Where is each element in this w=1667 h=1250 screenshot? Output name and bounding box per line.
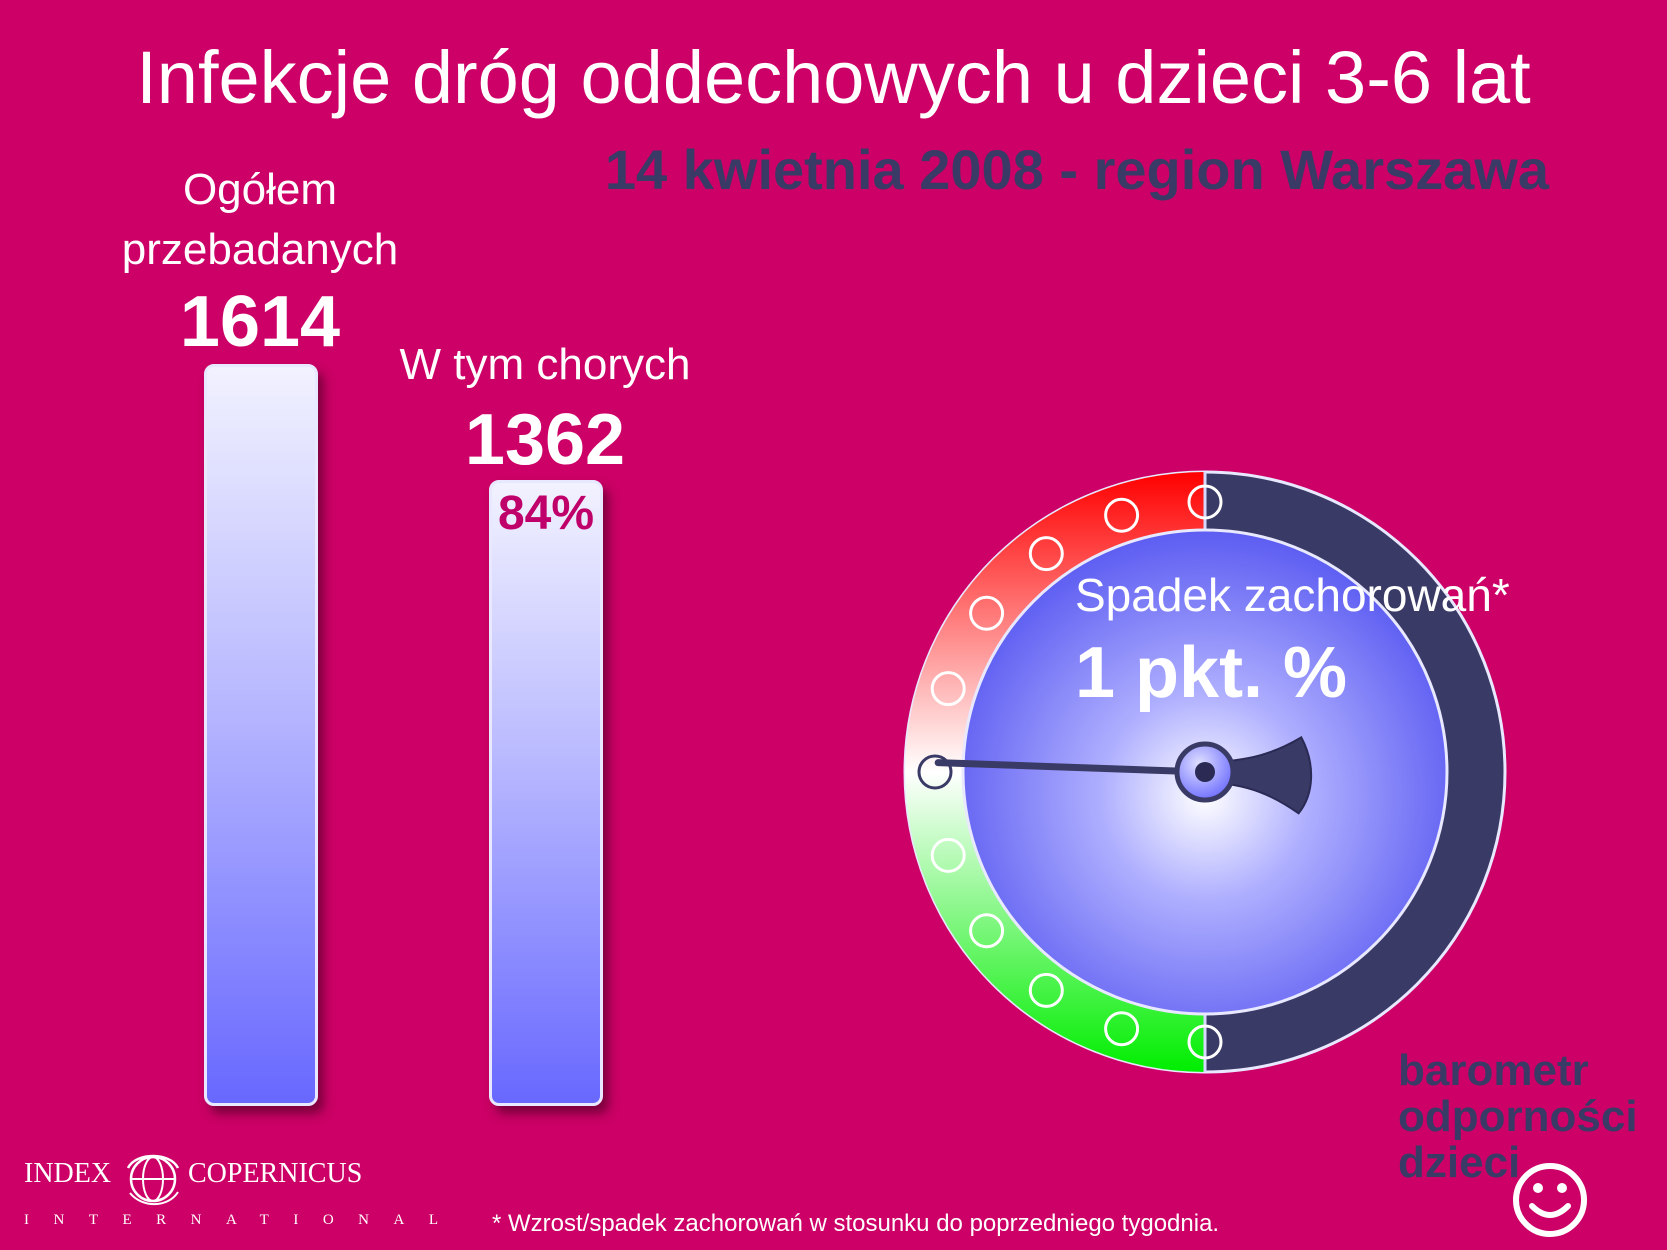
gauge-tick: [1104, 1011, 1140, 1047]
gauge-ticks: [917, 484, 1223, 1060]
gauge-tick: [1028, 536, 1064, 572]
category-label-sick: W tym chorych: [399, 340, 691, 389]
smiley-icon: [1513, 1163, 1587, 1237]
category-label-total: Ogółem przebadanych: [60, 160, 460, 280]
gauge-label: Spadek zachorowań*: [1075, 569, 1510, 621]
barometer-gauge: [903, 470, 1507, 1074]
needle-shaft: [934, 759, 1209, 776]
gauge-hub-center: [1195, 762, 1215, 782]
category-label-line: Ogółem: [182, 165, 338, 214]
gauge-tick: [1104, 497, 1140, 533]
needle-tail: [1203, 735, 1313, 815]
gauge-tick: [1028, 972, 1064, 1008]
gauge-tick: [969, 595, 1005, 631]
data-label-sick: 1362: [464, 400, 626, 480]
globe-icon: [126, 1154, 180, 1206]
logo-text-index: INDEX: [24, 1158, 112, 1189]
brand-line: odporności: [1398, 1092, 1638, 1141]
bar-total: [204, 364, 318, 1106]
percent-label: 84%: [497, 487, 595, 540]
gauge-tick: [930, 671, 966, 707]
bar-sick: [489, 480, 603, 1106]
logo-text-copernicus: COPERNICUS: [188, 1158, 363, 1189]
data-label-total: 1614: [179, 282, 341, 362]
chart-subtitle: 14 kwietnia 2008 - region Warszawa: [604, 138, 1549, 201]
gauge-tick: [917, 754, 953, 790]
gauge-tick: [1187, 484, 1223, 520]
logo-text-international: INTERNATIONAL: [24, 1212, 463, 1228]
gauge-needle: [934, 735, 1313, 815]
brand-line: barometr: [1398, 1046, 1589, 1095]
chart-title: Infekcje dróg oddechowych u dzieci 3-6 l…: [136, 36, 1531, 119]
gauge-value: 1 pkt. %: [1075, 633, 1348, 713]
gauge-tick: [930, 837, 966, 873]
brand-line: dzieci: [1398, 1138, 1521, 1187]
brand-wordmark: barometr odporności dzieci: [1398, 1048, 1638, 1186]
gauge-tick: [1187, 1024, 1223, 1060]
footnote: * Wzrost/spadek zachorowań w stosunku do…: [492, 1210, 1220, 1237]
category-label-line: przebadanych: [121, 225, 399, 274]
gauge-tick: [969, 913, 1005, 949]
